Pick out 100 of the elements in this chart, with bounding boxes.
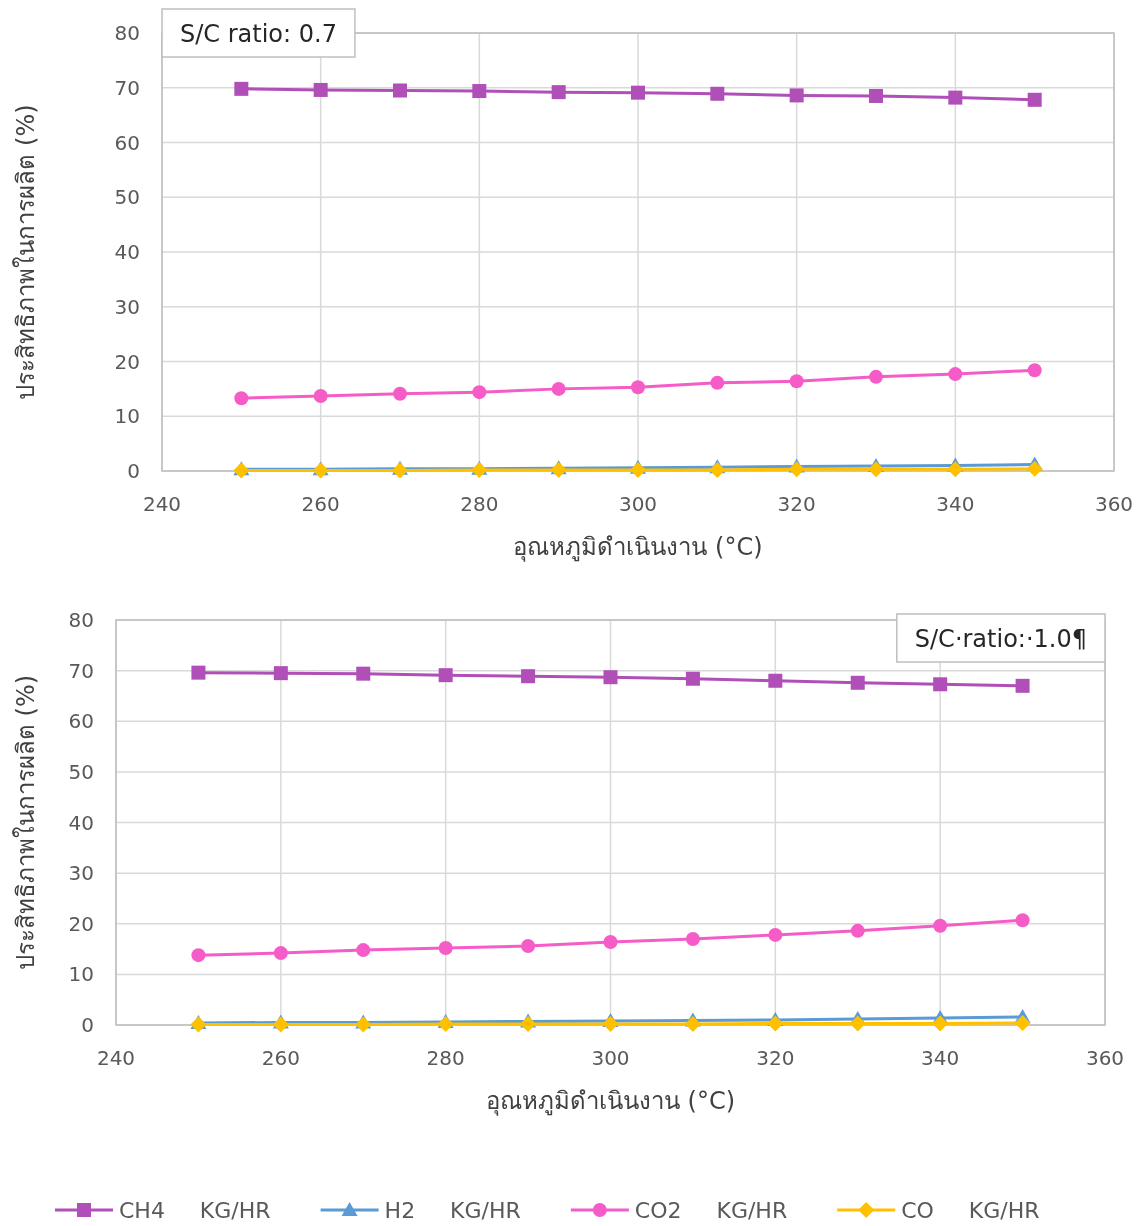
point: [1014, 1014, 1031, 1031]
point: [392, 462, 408, 479]
point: [521, 669, 536, 684]
point: [603, 670, 618, 685]
point: [521, 939, 536, 954]
point: [602, 1015, 619, 1032]
point: [355, 1016, 372, 1033]
point: [472, 84, 487, 99]
y-tick-label: 60: [68, 709, 94, 734]
point: [272, 1016, 289, 1033]
point: [850, 675, 865, 690]
point: [868, 461, 884, 478]
x-tick-label: 240: [142, 492, 182, 516]
x-tick-label: 280: [426, 1046, 465, 1070]
point: [438, 668, 453, 683]
y-tick-label: 50: [68, 759, 94, 784]
y-tick-label: 20: [68, 911, 94, 936]
y-tick-label: 80: [68, 608, 94, 632]
point: [190, 1016, 207, 1033]
legend-label: CO KG/HR: [901, 1198, 1040, 1223]
point: [393, 386, 407, 401]
x-tick-label: 260: [301, 492, 340, 516]
point: [437, 1015, 454, 1032]
point: [603, 934, 618, 949]
point: [520, 1015, 537, 1032]
point: [631, 380, 645, 395]
x-tick-label: 240: [96, 1046, 136, 1070]
point: [710, 375, 725, 390]
y-tick-label: 30: [68, 861, 94, 886]
y-tick-label: 40: [68, 810, 94, 835]
point: [191, 665, 206, 680]
point: [685, 671, 700, 686]
x-tick-label: 300: [618, 492, 658, 516]
point: [273, 946, 288, 961]
point: [948, 367, 963, 382]
x-tick-label: 340: [936, 492, 975, 516]
point: [313, 82, 328, 97]
x-tick-label: 260: [261, 1046, 300, 1070]
legend-label: CO2 KG/HR: [634, 1198, 788, 1223]
point: [1026, 460, 1043, 477]
annotation: S/C·ratio:·1.0¶: [914, 625, 1087, 653]
point: [1027, 92, 1042, 107]
x-tick-label: 360: [1085, 1046, 1125, 1070]
x-tick-label: 360: [1094, 492, 1134, 516]
point: [933, 918, 948, 933]
point: [710, 86, 725, 101]
point: [1027, 363, 1042, 378]
point: [768, 673, 783, 688]
point: [869, 369, 883, 384]
point: [709, 461, 726, 478]
y-tick-label: 0: [81, 1013, 94, 1037]
point: [933, 677, 948, 692]
point: [356, 943, 371, 958]
x-axis-title: อุณหภูมิดำเนินงาน (°C): [513, 533, 763, 562]
point: [789, 374, 804, 389]
point: [356, 666, 371, 681]
point: [630, 461, 646, 478]
y-tick-label: 0: [127, 459, 140, 483]
point: [631, 85, 645, 100]
y-tick-label: 50: [114, 185, 140, 210]
point: [313, 388, 328, 403]
point: [788, 461, 805, 478]
x-tick-label: 320: [756, 1046, 795, 1070]
y-tick-label: 40: [114, 240, 140, 264]
y-tick-label: 10: [114, 404, 140, 429]
point: [234, 81, 249, 96]
point: [273, 666, 288, 681]
y-tick-label: 70: [68, 658, 94, 683]
x-tick-label: 340: [921, 1046, 960, 1070]
y-tick-label: 60: [114, 130, 140, 155]
point: [768, 927, 783, 942]
point: [947, 461, 964, 478]
x-tick-label: 300: [591, 1046, 630, 1070]
point: [1015, 678, 1030, 693]
y-tick-label: 70: [114, 75, 140, 100]
point: [767, 1015, 784, 1032]
y-axis-title: ประสิทธิภาพในการผลิต (%): [12, 104, 40, 400]
x-axis-title: อุณหภูมิดำเนินงาน (°C): [485, 1087, 736, 1116]
point: [234, 391, 249, 406]
y-tick-label: 20: [114, 349, 140, 374]
annotation: S/C ratio: 0.7: [180, 20, 337, 48]
point: [1015, 913, 1030, 928]
y-tick-label: 10: [68, 962, 94, 987]
point: [869, 88, 883, 103]
point: [932, 1015, 949, 1032]
point: [472, 385, 487, 400]
point: [551, 381, 566, 396]
x-tick-label: 280: [460, 492, 499, 516]
legend-label: CH4 KG/HR: [119, 1198, 271, 1223]
x-tick-label: 320: [777, 492, 816, 516]
point: [191, 948, 206, 963]
point: [685, 931, 700, 946]
y-axis-title: ประสิทธิภาพในการผลิต (%): [12, 674, 40, 971]
point: [789, 88, 804, 103]
y-tick-label: 80: [114, 21, 140, 45]
point: [850, 923, 865, 938]
point: [684, 1015, 701, 1032]
point: [393, 83, 407, 98]
point: [849, 1015, 866, 1032]
legend-label: H2 KG/HR: [384, 1198, 521, 1223]
